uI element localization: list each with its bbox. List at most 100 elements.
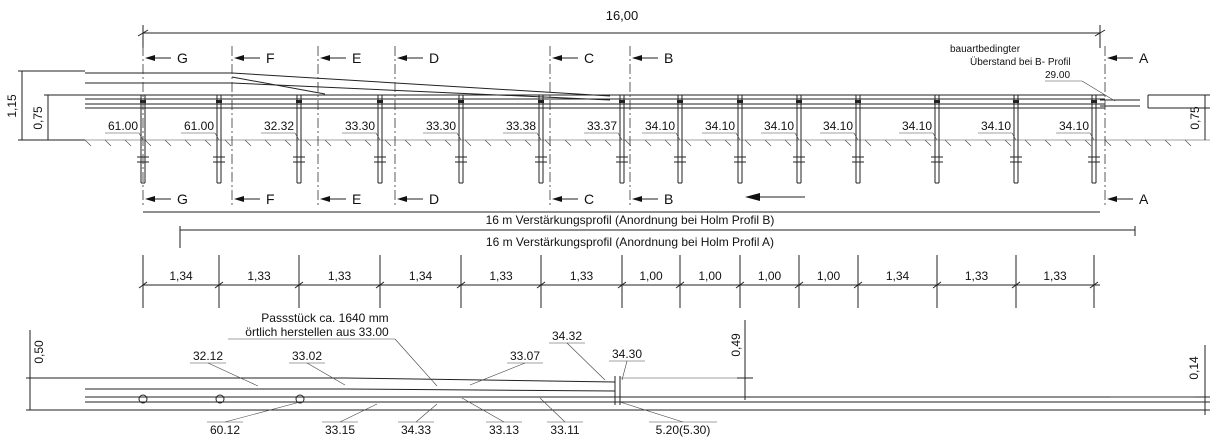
post-label: 32.32 <box>264 119 294 133</box>
height-label-outer: 1,15 <box>5 94 19 118</box>
part-label-bottom: 33.11 <box>550 423 579 437</box>
post-label: 34.10 <box>705 119 735 133</box>
part-label: 33.15 <box>322 403 378 437</box>
spacing-label: 1,00 <box>698 269 722 283</box>
overall-dimension: 16,00 <box>137 8 1106 48</box>
post: 34.10 <box>899 95 943 184</box>
section-marker: BB <box>629 46 673 208</box>
note-value: 29.00 <box>1045 70 1070 81</box>
bolt-hole-icon <box>295 394 305 404</box>
post-label: 61.00 <box>184 119 214 133</box>
post: 34.10 <box>642 95 686 184</box>
spacing-label: 1,34 <box>409 269 433 283</box>
part-label: 33.11 <box>539 397 583 437</box>
section-marker: EE <box>317 46 361 208</box>
section-marker: CC <box>549 46 594 208</box>
part-label-top: 34.32 <box>552 329 582 343</box>
post: 33.37 <box>584 95 628 184</box>
section-label: C <box>584 50 594 66</box>
part-label: 5.20(5.30) <box>619 401 717 437</box>
part-label: 33.13 <box>461 397 522 437</box>
section-label: E <box>352 50 361 66</box>
note-line-2: Überstand bei B- Profil <box>970 56 1071 68</box>
spacing-label: 1,33 <box>247 269 271 283</box>
post-label: 34.10 <box>902 119 932 133</box>
bottom-view: 0,50 0,49 0,14 Passstück ca. 1640 mm ört… <box>26 311 1210 437</box>
part-label-bottom: 5.20(5.30) <box>656 423 711 437</box>
post-label: 34.10 <box>1059 119 1089 133</box>
spacing-ticks: 1,34 1,33 1,33 1,34 1,33 1,33 1,00 1,00 1,00 1,00… <box>138 255 1099 308</box>
direction-arrow-icon <box>745 193 805 201</box>
spacing-label: 1,00 <box>758 269 782 283</box>
overall-length-label: 16,00 <box>606 8 639 23</box>
bottom-height-right: 0,14 <box>1187 356 1201 380</box>
post-label: 33.38 <box>506 119 536 133</box>
post: 61.00 <box>105 95 149 184</box>
bolt-hole-icon <box>138 394 148 404</box>
spacing-label: 1,34 <box>169 269 193 283</box>
section-label: G <box>177 50 188 66</box>
spacing-label: 1,00 <box>817 269 841 283</box>
post-label: 34.10 <box>764 119 794 133</box>
spacing-label: 1,00 <box>639 269 663 283</box>
post-label: 33.30 <box>426 119 456 133</box>
section-label: B <box>664 50 673 66</box>
post: 34.10 <box>820 95 864 184</box>
post: 33.30 <box>342 95 386 184</box>
spacing-label: 1,33 <box>489 269 513 283</box>
height-dimensions: 1,15 0,75 0,75 <box>5 70 1210 141</box>
spacing-label: 1,34 <box>886 269 910 283</box>
section-label: F <box>266 191 275 207</box>
part-label: 33.02 <box>289 349 346 386</box>
post: 34.10 <box>1056 95 1100 184</box>
section-marker: AA <box>1104 46 1149 208</box>
spacing-dimensions: 1,34 1,33 1,33 1,34 1,33 1,33 1,00 1,00 1,00 1,00… <box>138 255 1100 308</box>
post-group: 61.00 61.00 32.32 33.30 33.30 33.38 33.37 34.10… <box>105 95 1100 184</box>
section-label: E <box>352 191 361 207</box>
part-label: 34.33 <box>398 403 438 437</box>
part-label: 33.07 <box>469 349 543 386</box>
part-label-bottom: 33.13 <box>489 423 519 437</box>
post-label: 34.10 <box>981 119 1011 133</box>
post: 61.00 <box>181 95 225 184</box>
bottom-note-line-1: Passstück ca. 1640 mm <box>261 311 388 325</box>
post: 34.10 <box>702 95 746 184</box>
section-label: F <box>266 50 275 66</box>
spacing-label: 1,33 <box>328 269 352 283</box>
spacing-label: 1,33 <box>570 269 594 283</box>
bottom-labels: 32.12 33.02 33.07 34.32 34.30 60.12 33.15 34.33… <box>190 329 717 437</box>
post: 34.10 <box>761 95 805 184</box>
note-line-1: bauartbedingter <box>950 44 1021 55</box>
bottom-height-mid: 0,49 <box>729 333 743 357</box>
part-label-top: 34.30 <box>612 347 642 361</box>
section-label: D <box>429 191 439 207</box>
post-label: 33.37 <box>587 119 617 133</box>
spacing-label: 1,33 <box>1043 269 1067 283</box>
profile-b-label: 16 m Verstärkungsprofil (Anordnung bei H… <box>486 213 775 227</box>
height-label-right: 0,75 <box>1188 106 1202 130</box>
post-label: 61.00 <box>108 119 138 133</box>
part-label-top: 33.07 <box>510 349 540 363</box>
section-label: A <box>1139 50 1149 66</box>
post-label: 34.10 <box>823 119 853 133</box>
section-label: C <box>584 191 594 207</box>
profile-a-dimension: 16 m Verstärkungsprofil (Anordnung bei H… <box>179 226 1136 249</box>
section-label: B <box>664 191 673 207</box>
part-label: 34.30 <box>609 347 645 381</box>
overhang-note: bauartbedingter Überstand bei B- Profil … <box>950 44 1116 102</box>
post: 33.30 <box>423 95 467 184</box>
post-label: 34.10 <box>645 119 675 133</box>
part-label-top: 33.02 <box>292 349 322 363</box>
part-label: 60.12 <box>207 401 301 437</box>
profile-a-label: 16 m Verstärkungsprofil (Anordnung bei H… <box>486 235 774 249</box>
guardrail-elevation: 61.00 61.00 32.32 33.30 33.30 33.38 33.37 34.10… <box>84 72 1210 184</box>
section-label: D <box>429 50 439 66</box>
post-label: 33.30 <box>345 119 375 133</box>
part-label-bottom: 60.12 <box>210 423 240 437</box>
spacing-label: 1,33 <box>965 269 989 283</box>
post: 32.32 <box>261 95 305 184</box>
post: 33.38 <box>503 95 547 184</box>
section-label: A <box>1139 191 1149 207</box>
